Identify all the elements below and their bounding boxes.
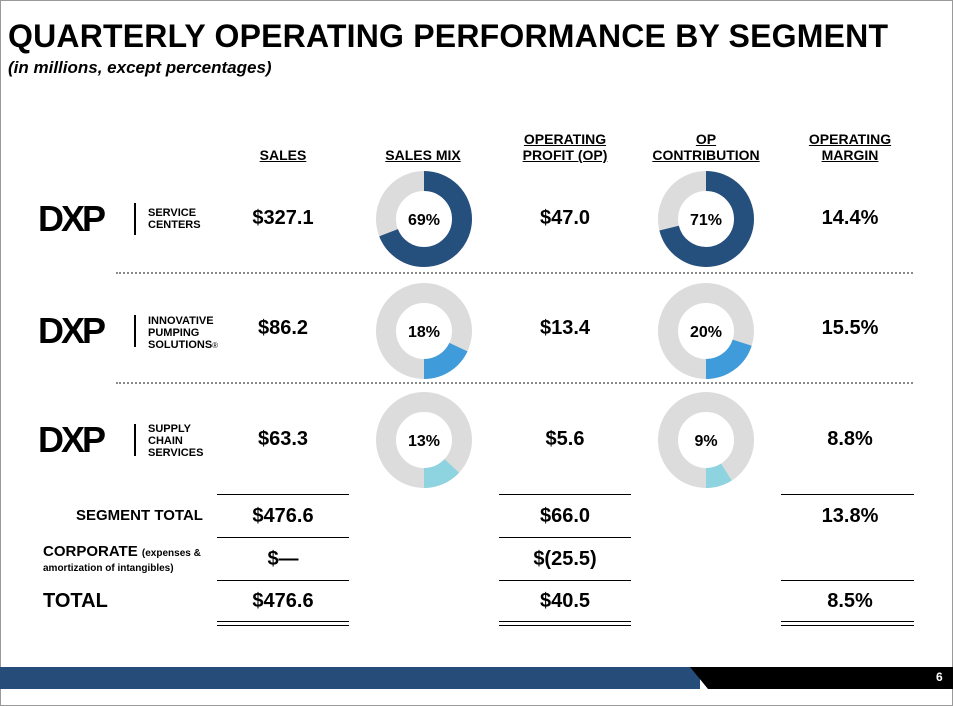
logo-service-centers: DXP SERVICE CENTERS — [38, 194, 218, 244]
segment-total-sales: $476.6 — [252, 505, 314, 527]
total-sales: $476.6 — [252, 590, 314, 612]
donut-segment-supply-chain — [658, 392, 754, 488]
sales-mix-donut: 69% — [376, 171, 472, 267]
sales-rule — [217, 537, 349, 538]
sales-rule — [217, 494, 349, 495]
segment-total-op: $66.0 — [539, 505, 591, 527]
segment-total-margin: 13.8% — [821, 505, 879, 527]
page-subtitle: (in millions, except percentages) — [8, 58, 272, 77]
page-number: 6 — [936, 670, 943, 684]
donut-label: 9% — [694, 433, 717, 450]
page-title: QUARTERLY OPERATING PERFORMANCE BY SEGME… — [8, 18, 889, 54]
op-contribution-donut: 71% — [658, 171, 754, 267]
dxp-logo-mark: DXP — [38, 198, 106, 239]
donut-segment-innovative-pumping — [376, 283, 472, 379]
operating-profit-value: $5.6 — [545, 428, 585, 450]
op-double-rule — [499, 621, 631, 626]
row-divider — [116, 272, 913, 274]
operating-margin-value: 8.8% — [827, 428, 873, 450]
donut-segment-service-centers — [376, 171, 472, 267]
margin-rule — [781, 494, 914, 495]
segment-name: INNOVATIVE PUMPING SOLUTIONS® — [148, 315, 219, 351]
donut-label: 13% — [408, 433, 440, 450]
segment-name: SERVICE CENTERS — [148, 207, 201, 231]
corporate-note: (expenses & — [141, 548, 201, 559]
sales-mix-donut: 18% — [376, 283, 472, 379]
total-op: $40.5 — [539, 590, 591, 612]
logo-supply-chain-services: DXP SUPPLY CHAIN SERVICES — [38, 415, 218, 465]
sales-double-rule — [217, 621, 349, 626]
sales-value: $327.1 — [252, 207, 314, 229]
segment-name: SUPPLY CHAIN SERVICES — [148, 423, 204, 459]
corporate-op: $(25.5) — [533, 548, 597, 570]
dxp-logo-mark: DXP — [38, 310, 106, 351]
margin-double-rule — [781, 621, 914, 626]
op-rule — [499, 580, 631, 581]
op-contribution-donut: 20% — [658, 283, 754, 379]
corporate-sales: $— — [267, 548, 299, 570]
donut-label: 71% — [690, 212, 722, 229]
sales-value: $86.2 — [257, 317, 309, 339]
dxp-logo-mark: DXP — [38, 419, 106, 460]
donut-label: 20% — [690, 324, 722, 341]
sales-rule — [217, 580, 349, 581]
donut-segment-service-centers — [658, 171, 754, 267]
total-label: TOTAL — [43, 590, 108, 612]
corporate-note-line2: amortization of intangibles) — [43, 563, 174, 574]
op-rule — [499, 537, 631, 538]
sales-value: $63.3 — [257, 428, 309, 450]
col-header-op-contribution: OP CONTRIBUTION — [652, 131, 760, 163]
row-divider — [116, 382, 913, 384]
col-header-operating-margin: OPERATING MARGIN — [808, 131, 892, 163]
op-contribution-donut: 9% — [658, 392, 754, 488]
col-header-sales: SALES — [259, 147, 307, 163]
logo-innovative-pumping-solutions: DXP INNOVATIVE PUMPING SOLUTIONS® — [38, 306, 228, 356]
operating-profit-value: $47.0 — [539, 207, 591, 229]
logo-divider — [134, 315, 136, 347]
operating-profit-value: $13.4 — [539, 317, 591, 339]
corporate-label: CORPORATE (expenses & — [43, 543, 201, 560]
logo-divider — [134, 203, 136, 235]
donut-label: 18% — [408, 324, 440, 341]
col-header-operating-profit: OPERATING PROFIT (OP) — [522, 131, 608, 163]
donut-label: 69% — [408, 212, 440, 229]
logo-divider — [134, 424, 136, 456]
segment-total-label: SEGMENT TOTAL — [76, 507, 203, 524]
registered-mark: ® — [212, 341, 219, 350]
margin-rule — [781, 580, 914, 581]
col-header-sales-mix: SALES MIX — [385, 147, 461, 163]
operating-margin-value: 15.5% — [821, 317, 879, 339]
sales-mix-donut: 13% — [376, 392, 472, 488]
operating-margin-value: 14.4% — [821, 207, 879, 229]
op-rule — [499, 494, 631, 495]
donut-segment-innovative-pumping — [658, 283, 754, 379]
footer-bar — [0, 667, 700, 689]
total-margin: 8.5% — [827, 590, 873, 612]
donut-segment-supply-chain — [376, 392, 472, 488]
footer-dark-band — [690, 667, 953, 689]
